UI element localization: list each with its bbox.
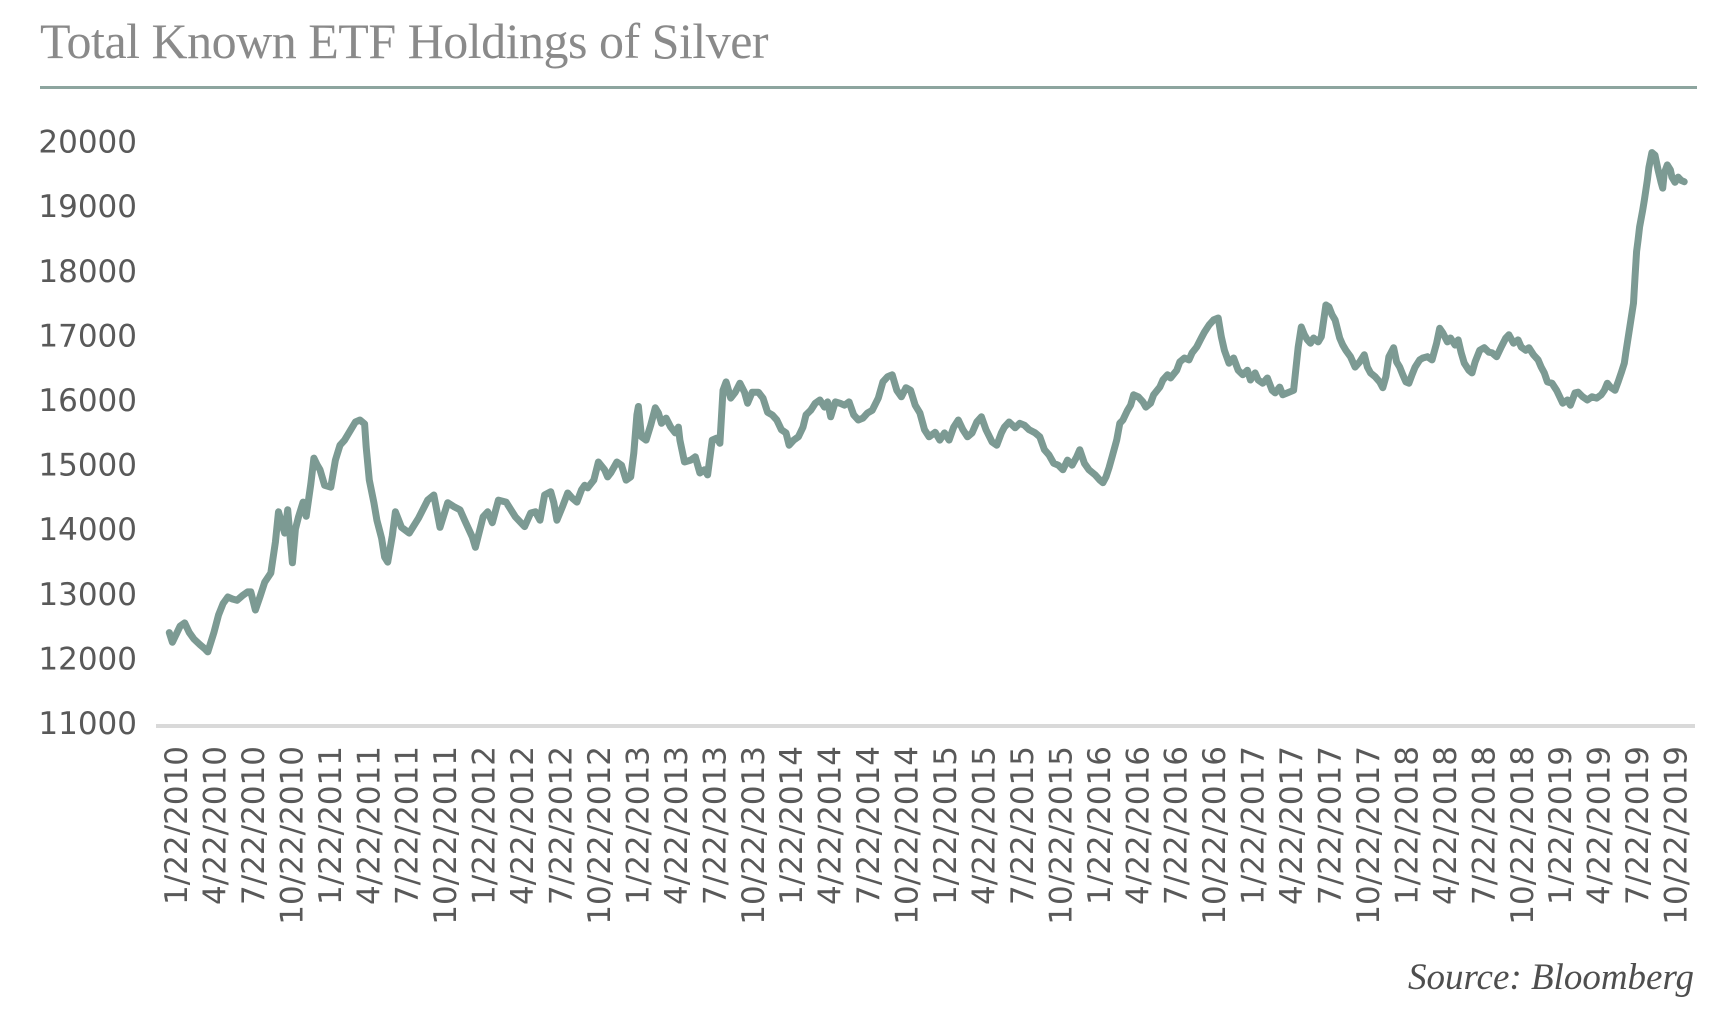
source-caption: Source: Bloomberg bbox=[1408, 957, 1694, 998]
x-tick-label: 1/22/2011 bbox=[313, 746, 349, 905]
x-tick-label: 1/22/2012 bbox=[467, 746, 503, 905]
x-tick-label: 10/22/2012 bbox=[582, 746, 618, 925]
silver-holdings-line bbox=[165, 149, 1688, 656]
x-tick-label: 4/22/2018 bbox=[1428, 746, 1464, 905]
x-tick-label: 7/22/2018 bbox=[1466, 746, 1502, 905]
x-tick-label: 4/22/2011 bbox=[351, 746, 387, 905]
y-tick-label: 20000 bbox=[38, 125, 137, 161]
x-tick-label: 1/22/2017 bbox=[1236, 746, 1272, 905]
x-tick-label: 10/22/2013 bbox=[736, 746, 772, 925]
x-tick-label: 7/22/2015 bbox=[1005, 746, 1041, 905]
x-tick-label: 7/22/2011 bbox=[390, 746, 426, 905]
x-tick-label: 10/22/2015 bbox=[1043, 746, 1079, 925]
x-tick-label: 10/22/2018 bbox=[1505, 746, 1541, 925]
x-tick-label: 10/22/2019 bbox=[1659, 746, 1695, 925]
x-tick-label: 4/22/2016 bbox=[1120, 746, 1156, 905]
x-tick-label: 7/22/2017 bbox=[1313, 746, 1349, 905]
x-tick-label: 10/22/2010 bbox=[274, 746, 310, 925]
y-tick-label: 16000 bbox=[38, 383, 137, 419]
x-tick-label: 10/22/2011 bbox=[428, 746, 464, 925]
x-tick-label: 7/22/2014 bbox=[851, 746, 887, 905]
x-tick-label: 10/22/2016 bbox=[1197, 746, 1233, 925]
x-tick-label: 4/22/2017 bbox=[1274, 746, 1310, 905]
x-tick-label: 1/22/2019 bbox=[1543, 746, 1579, 905]
y-tick-label: 17000 bbox=[38, 318, 137, 354]
x-tick-label: 1/22/2014 bbox=[774, 746, 810, 905]
x-tick-label: 1/22/2015 bbox=[928, 746, 964, 905]
x-tick-label: 1/22/2018 bbox=[1389, 746, 1425, 905]
x-tick-label: 4/22/2013 bbox=[659, 746, 695, 905]
y-tick-label: 12000 bbox=[38, 641, 137, 677]
x-tick-label: 7/22/2010 bbox=[236, 746, 272, 905]
title-rule bbox=[40, 86, 1697, 89]
x-tick-label: 4/22/2010 bbox=[197, 746, 233, 905]
y-tick-label: 14000 bbox=[38, 512, 137, 548]
x-tick-label: 10/22/2017 bbox=[1351, 746, 1387, 925]
x-tick-label: 1/22/2013 bbox=[620, 746, 656, 905]
y-tick-label: 19000 bbox=[38, 189, 137, 225]
x-tick-label: 1/22/2010 bbox=[159, 746, 195, 905]
x-tick-label: 7/22/2013 bbox=[697, 746, 733, 905]
x-tick-label: 4/22/2012 bbox=[505, 746, 541, 905]
x-tick-label: 10/22/2014 bbox=[890, 746, 926, 925]
x-tick-label: 4/22/2019 bbox=[1582, 746, 1618, 905]
x-tick-label: 4/22/2014 bbox=[813, 746, 849, 905]
x-tick-label: 1/22/2016 bbox=[1082, 746, 1118, 905]
chart-title: Total Known ETF Holdings of Silver bbox=[40, 13, 769, 69]
x-tick-label: 7/22/2019 bbox=[1620, 746, 1656, 905]
y-tick-label: 13000 bbox=[38, 577, 137, 613]
x-tick-label: 7/22/2016 bbox=[1159, 746, 1195, 905]
y-tick-label: 15000 bbox=[38, 448, 137, 484]
y-tick-label: 18000 bbox=[38, 254, 137, 290]
y-tick-label: 11000 bbox=[38, 706, 137, 742]
x-tick-label: 7/22/2012 bbox=[544, 746, 580, 905]
x-tick-label: 4/22/2015 bbox=[967, 746, 1003, 905]
